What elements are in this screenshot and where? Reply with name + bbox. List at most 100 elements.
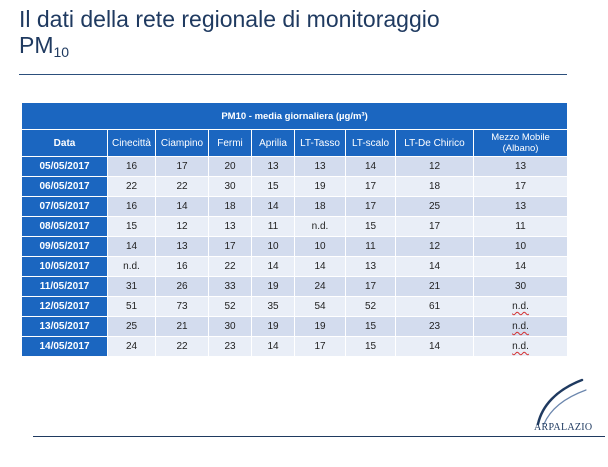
column-header-lt-de-chirico: LT-De Chirico (395, 129, 474, 157)
title-pm: PM (19, 32, 54, 58)
cell-lt-de-chirico: 61 (395, 296, 474, 317)
table-caption: PM10 - media giornaliera (µg/m³) (20, 102, 569, 130)
cell-lt-tasso: 24 (294, 276, 346, 297)
cell-mezzo-mobile: 13 (472, 156, 569, 177)
cell-fermi: 23 (208, 336, 252, 357)
row-date: 10/05/2017 (21, 256, 108, 277)
cell-aprilia: 19 (251, 276, 295, 297)
cell-lt-tasso: 13 (294, 156, 346, 177)
table-row: 07/05/2017 16 14 18 14 18 17 25 13 (21, 196, 569, 217)
column-header-date: Data (21, 129, 108, 157)
table-row: 13/05/2017 25 21 30 19 19 15 23 n.d. (21, 316, 569, 337)
cell-mezzo-mobile: 30 (472, 276, 569, 297)
cell-lt-tasso: 14 (294, 256, 346, 277)
cell-lt-de-chirico: 14 (395, 336, 474, 357)
cell-ciampino: 26 (155, 276, 209, 297)
cell-lt-de-chirico: 18 (395, 176, 474, 197)
title-pm-subscript: 10 (53, 44, 70, 60)
table-body: 05/05/2017 16 17 20 13 13 14 12 13 06/05/2017 22 22… (21, 156, 569, 357)
cell-ciampino: 12 (155, 216, 209, 237)
cell-ciampino: 16 (155, 256, 209, 277)
cell-mezzo-mobile: 11 (472, 216, 569, 237)
title-line-1: Il dati della rete regionale di monitora… (19, 6, 440, 32)
row-date: 07/05/2017 (21, 196, 108, 217)
cell-ciampino: 22 (155, 336, 209, 357)
cell-cinecitta: n.d. (107, 256, 156, 277)
row-date: 13/05/2017 (21, 316, 108, 337)
column-header-mezzo-mobile: Mezzo Mobile (Albano) (472, 129, 569, 157)
cell-cinecitta: 25 (107, 316, 156, 337)
cell-lt-scalo: 15 (345, 216, 396, 237)
arpalazio-logo-text: ARPALAZIO (534, 422, 593, 433)
cell-mezzo-mobile: 17 (472, 176, 569, 197)
column-header-fermi: Fermi (208, 129, 252, 157)
cell-cinecitta: 24 (107, 336, 156, 357)
cell-lt-de-chirico: 12 (395, 156, 474, 177)
table-row: 06/05/2017 22 22 30 15 19 17 18 17 (21, 176, 569, 197)
cell-fermi: 20 (208, 156, 252, 177)
cell-cinecitta: 16 (107, 156, 156, 177)
cell-cinecitta: 31 (107, 276, 156, 297)
cell-fermi: 18 (208, 196, 252, 217)
cell-fermi: 52 (208, 296, 252, 317)
title-line-2: PM10 (19, 32, 579, 60)
cell-lt-scalo: 17 (345, 276, 396, 297)
cell-ciampino: 22 (155, 176, 209, 197)
cell-aprilia: 19 (251, 316, 295, 337)
cell-fermi: 22 (208, 256, 252, 277)
cell-fermi: 13 (208, 216, 252, 237)
pm10-table: PM10 - media giornaliera (µg/m³) Data Ci… (20, 102, 569, 357)
cell-cinecitta: 22 (107, 176, 156, 197)
cell-aprilia: 35 (251, 296, 295, 317)
cell-lt-tasso: 19 (294, 176, 346, 197)
cell-mezzo-mobile: 10 (472, 236, 569, 257)
cell-aprilia: 15 (251, 176, 295, 197)
column-header-aprilia: Aprilia (251, 129, 295, 157)
cell-lt-scalo: 15 (345, 336, 396, 357)
cell-ciampino: 73 (155, 296, 209, 317)
cell-lt-de-chirico: 12 (395, 236, 474, 257)
column-header-lt-scalo: LT-scalo (345, 129, 396, 157)
cell-aprilia: 13 (251, 156, 295, 177)
row-date: 06/05/2017 (21, 176, 108, 197)
table-row: 08/05/2017 15 12 13 11 n.d. 15 17 11 (21, 216, 569, 237)
cell-aprilia: 11 (251, 216, 295, 237)
cell-lt-scalo: 15 (345, 316, 396, 337)
row-date: 12/05/2017 (21, 296, 108, 317)
cell-ciampino: 13 (155, 236, 209, 257)
cell-lt-tasso: 18 (294, 196, 346, 217)
cell-lt-de-chirico: 23 (395, 316, 474, 337)
cell-mezzo-mobile: n.d. (472, 316, 569, 337)
cell-lt-tasso: 19 (294, 316, 346, 337)
cell-lt-tasso: 17 (294, 336, 346, 357)
table-row: 10/05/2017 n.d. 16 22 14 14 13 14 14 (21, 256, 569, 277)
cell-ciampino: 21 (155, 316, 209, 337)
cell-lt-scalo: 13 (345, 256, 396, 277)
title-divider (19, 74, 567, 75)
table-row: 09/05/2017 14 13 17 10 10 11 12 10 (21, 236, 569, 257)
table-row: 14/05/2017 24 22 23 14 17 15 14 n.d. (21, 336, 569, 357)
cell-lt-tasso: n.d. (294, 216, 346, 237)
cell-mezzo-mobile: 13 (472, 196, 569, 217)
cell-lt-tasso: 54 (294, 296, 346, 317)
cell-lt-scalo: 52 (345, 296, 396, 317)
row-date: 11/05/2017 (21, 276, 108, 297)
cell-lt-de-chirico: 25 (395, 196, 474, 217)
row-date: 09/05/2017 (21, 236, 108, 257)
table-row: 05/05/2017 16 17 20 13 13 14 12 13 (21, 156, 569, 177)
column-header-ciampino: Ciampino (155, 129, 209, 157)
cell-mezzo-mobile: n.d. (472, 296, 569, 317)
column-header-cinecitta: Cinecittà (107, 129, 156, 157)
cell-cinecitta: 16 (107, 196, 156, 217)
cell-cinecitta: 15 (107, 216, 156, 237)
column-header-lt-tasso: LT-Tasso (294, 129, 346, 157)
cell-aprilia: 14 (251, 196, 295, 217)
cell-aprilia: 14 (251, 256, 295, 277)
cell-fermi: 33 (208, 276, 252, 297)
cell-cinecitta: 14 (107, 236, 156, 257)
cell-mezzo-mobile: n.d. (472, 336, 569, 357)
row-date: 08/05/2017 (21, 216, 108, 237)
cell-aprilia: 10 (251, 236, 295, 257)
cell-lt-de-chirico: 14 (395, 256, 474, 277)
cell-lt-tasso: 10 (294, 236, 346, 257)
